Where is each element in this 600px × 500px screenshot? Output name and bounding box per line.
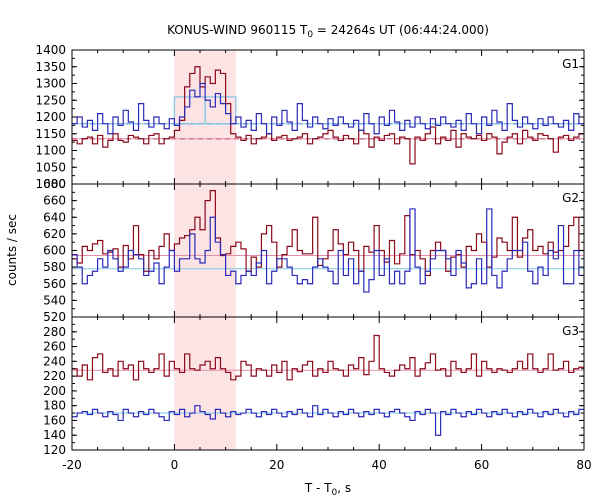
y-tick-label: 1000 xyxy=(35,177,66,191)
y-tick-label: 640 xyxy=(43,210,66,224)
y-tick-label: 660 xyxy=(43,194,66,208)
x-tick-label: 20 xyxy=(269,458,284,472)
g2-series-blue xyxy=(72,208,584,293)
y-tick-label: 240 xyxy=(43,354,66,368)
g1-series-red xyxy=(72,66,584,165)
g3-series-blue xyxy=(72,405,584,436)
y-tick-label: 1250 xyxy=(35,93,66,107)
y-axis-label: counts / sec xyxy=(5,214,19,286)
y-tick-label: 1100 xyxy=(35,144,66,158)
x-tick-label: 60 xyxy=(474,458,489,472)
y-tick-label: 540 xyxy=(43,293,66,307)
y-tick-label: 1150 xyxy=(35,127,66,141)
y-tick-label: 280 xyxy=(43,325,66,339)
g3-frame xyxy=(71,316,585,451)
y-tick-label: 160 xyxy=(43,413,66,427)
y-tick-label: 260 xyxy=(43,340,66,354)
y-tick-label: 1350 xyxy=(35,60,66,74)
y-tick-label: 200 xyxy=(43,384,66,398)
y-tick-label: 1400 xyxy=(35,43,66,57)
y-tick-label: 140 xyxy=(43,428,66,442)
y-tick-label: 580 xyxy=(43,260,66,274)
y-tick-label: 1200 xyxy=(35,110,66,124)
x-tick-label: 40 xyxy=(372,458,387,472)
g2-label: G2 xyxy=(562,191,579,205)
x-tick-label: -20 xyxy=(62,458,82,472)
g3-label: G3 xyxy=(562,324,579,338)
g2-series-red xyxy=(72,190,584,277)
y-tick-label: 120 xyxy=(43,443,66,457)
y-tick-label: 1300 xyxy=(35,77,66,91)
x-axis-label: T - T0, s xyxy=(304,481,351,498)
y-tick-label: 520 xyxy=(43,310,66,324)
x-tick-label: 0 xyxy=(171,458,179,472)
y-tick-label: 600 xyxy=(43,244,66,258)
g3-series-red xyxy=(72,334,584,381)
y-tick-label: 220 xyxy=(43,369,66,383)
g1-label: G1 xyxy=(562,57,579,71)
y-tick-label: 560 xyxy=(43,277,66,291)
y-tick-label: 180 xyxy=(43,399,66,413)
g1-series-blue xyxy=(72,82,584,135)
y-tick-label: 620 xyxy=(43,227,66,241)
y-tick-label: 680 xyxy=(43,177,66,191)
chart-title: KONUS-WIND 960115 T0 = 24264s UT (06:44:… xyxy=(167,23,489,40)
y-tick-label: 1050 xyxy=(35,160,66,174)
x-tick-label: 80 xyxy=(576,458,591,472)
